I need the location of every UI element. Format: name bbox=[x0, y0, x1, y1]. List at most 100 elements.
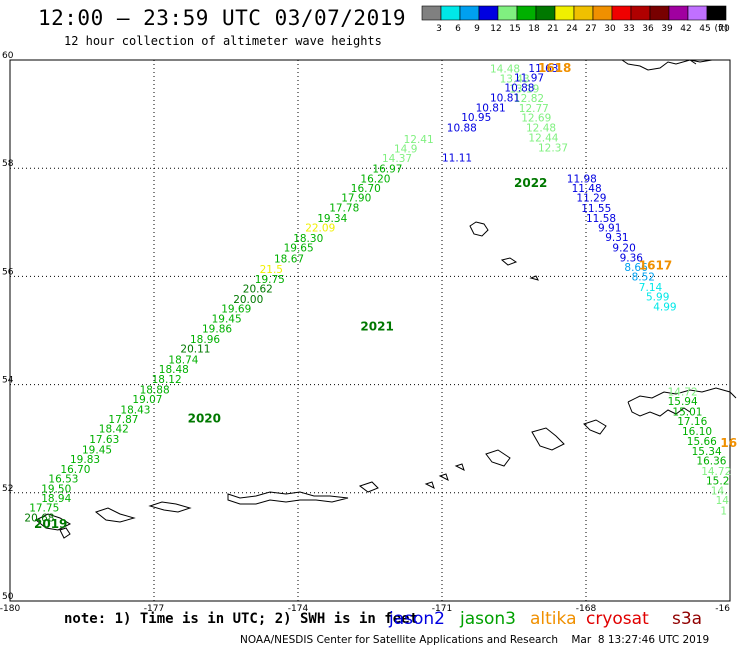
x-tick-label: -171 bbox=[432, 604, 452, 614]
swh-value: 17.75 bbox=[29, 503, 59, 515]
swh-value: 19.75 bbox=[255, 274, 285, 286]
swh-value: 10.81 bbox=[476, 102, 506, 114]
swh-value: 18.42 bbox=[99, 424, 129, 436]
hour-label: 16 bbox=[720, 436, 737, 450]
swh-value: 7.14 bbox=[639, 282, 663, 294]
coastline-alaska-north bbox=[621, 59, 713, 71]
swh-value: 10.88 bbox=[504, 82, 534, 94]
coastline-near-islands bbox=[59, 527, 71, 539]
swh-value: 20.00 bbox=[233, 294, 263, 306]
swh-value: 14. bbox=[711, 485, 728, 497]
swh-value: 20.68 bbox=[24, 512, 54, 524]
swh-value: 17.16 bbox=[677, 416, 707, 428]
coastline-alaska-peninsula bbox=[627, 387, 737, 417]
swh-value: 18.30 bbox=[293, 233, 323, 245]
swh-value: 17.87 bbox=[108, 414, 138, 426]
colorbar-label: 6 bbox=[455, 24, 461, 34]
swh-value: 12.48 bbox=[526, 122, 556, 134]
colorbar-swatch bbox=[668, 5, 689, 21]
colorbar-label: 18 bbox=[528, 24, 540, 34]
colorbar-swatch bbox=[649, 5, 670, 21]
satellite-legend-cryosat: cryosat bbox=[586, 609, 649, 629]
y-tick-label: 50 bbox=[2, 592, 14, 602]
swh-value: 15.2 bbox=[706, 476, 729, 488]
swh-value: 11.63 bbox=[528, 63, 558, 75]
x-tick-label: -16 bbox=[715, 604, 730, 614]
y-tick-label: 60 bbox=[2, 51, 14, 61]
coastline-unalaska bbox=[531, 427, 565, 451]
colorbar-swatch bbox=[497, 5, 518, 21]
swh-value: 20.11 bbox=[180, 344, 210, 356]
swh-value: 4.99 bbox=[653, 301, 676, 313]
swh-value: 11.97 bbox=[514, 73, 544, 85]
colorbar-label: 42 bbox=[680, 24, 691, 34]
swh-value: 10.88 bbox=[447, 122, 477, 134]
colorbar-label: 27 bbox=[585, 24, 596, 34]
swh-value: 16.10 bbox=[682, 426, 712, 438]
swh-value: 12.82 bbox=[514, 93, 544, 105]
colorbar-label: 70 bbox=[718, 24, 730, 34]
x-tick-label: -174 bbox=[288, 604, 309, 614]
hour-label: 1618 bbox=[538, 61, 571, 75]
swh-value: 16.70 bbox=[60, 464, 90, 476]
swh-value: 19.65 bbox=[284, 243, 314, 255]
hour-label: 1617 bbox=[639, 258, 672, 272]
map-frame bbox=[9, 59, 731, 602]
colorbar-swatch bbox=[478, 5, 499, 21]
x-tick-label: -177 bbox=[144, 604, 164, 614]
swh-value: 9.36 bbox=[620, 252, 644, 264]
swh-value: 18.74 bbox=[168, 355, 198, 367]
swh-value: 9.31 bbox=[605, 232, 628, 244]
swh-value: 12.69 bbox=[521, 113, 551, 125]
swh-value: 14 bbox=[716, 495, 730, 507]
page-subtitle: 12 hour collection of altimeter wave hei… bbox=[64, 34, 382, 48]
hour-label: 2021 bbox=[360, 320, 393, 334]
colorbar-label: 21 bbox=[547, 24, 558, 34]
map-border bbox=[9, 59, 731, 602]
colorbar-label: 30 bbox=[604, 24, 616, 34]
swh-value: 18.48 bbox=[159, 364, 189, 376]
swh-value: 19.34 bbox=[317, 213, 347, 225]
swh-value: 12.41 bbox=[404, 134, 434, 146]
track-jason3: 14.4813.4313.1912.8212.7712.6912.4812.44… bbox=[490, 63, 568, 154]
x-tick-label: -180 bbox=[0, 604, 20, 614]
swh-value: 11.48 bbox=[572, 183, 602, 195]
colorbar-swatch bbox=[573, 5, 594, 21]
coastline-islands-of-four bbox=[424, 463, 465, 489]
swh-value: 15.34 bbox=[692, 446, 722, 458]
swh-value: 10.95 bbox=[461, 112, 491, 124]
swh-value: 11.58 bbox=[586, 213, 616, 225]
swh-value: 17.63 bbox=[89, 434, 119, 446]
swh-value: 20.62 bbox=[243, 284, 273, 296]
page-title: 12:00 – 23:59 UTC 03/07/2019 bbox=[38, 6, 407, 30]
swh-value: 8.66 bbox=[624, 262, 648, 274]
coastline-adak bbox=[227, 491, 349, 505]
swh-value: 15.94 bbox=[668, 396, 698, 408]
footer-credit: NOAA/NESDIS Center for Satellite Applica… bbox=[240, 634, 710, 646]
colorbar-label: 45 bbox=[699, 24, 710, 34]
swh-value: 17.90 bbox=[341, 193, 371, 205]
swh-value: 13.19 bbox=[509, 83, 539, 95]
coastline-rat-islands bbox=[94, 507, 136, 523]
colorbar-label: 33 bbox=[623, 24, 634, 34]
y-tick-label: 58 bbox=[2, 159, 14, 169]
swh-value: 18.12 bbox=[152, 374, 182, 386]
swh-value: 18.67 bbox=[274, 253, 304, 265]
coastline-umnak bbox=[485, 449, 511, 467]
colorbar-swatch bbox=[592, 5, 613, 21]
colorbar-swatch bbox=[630, 5, 651, 21]
swh-value: 5.99 bbox=[646, 292, 669, 304]
swh-value: 12.44 bbox=[528, 133, 558, 145]
swh-value: 1 bbox=[720, 505, 727, 517]
satellite-legend-jason2: jason2 bbox=[389, 609, 445, 629]
swh-value: 9.91 bbox=[598, 222, 621, 234]
swh-value: 11.29 bbox=[576, 193, 606, 205]
swh-value: 16.20 bbox=[360, 173, 390, 185]
colorbar-swatch bbox=[535, 5, 556, 21]
colorbar-swatch bbox=[459, 5, 480, 21]
swh-value: 15.01 bbox=[672, 406, 702, 418]
colorbar-legend: 3 6 9 12 15 18 21 24 27 30 33 36 39 42 45 70(ft) bbox=[421, 5, 730, 34]
swh-value: 13.43 bbox=[500, 74, 530, 86]
y-tick-label: 54 bbox=[2, 376, 14, 386]
